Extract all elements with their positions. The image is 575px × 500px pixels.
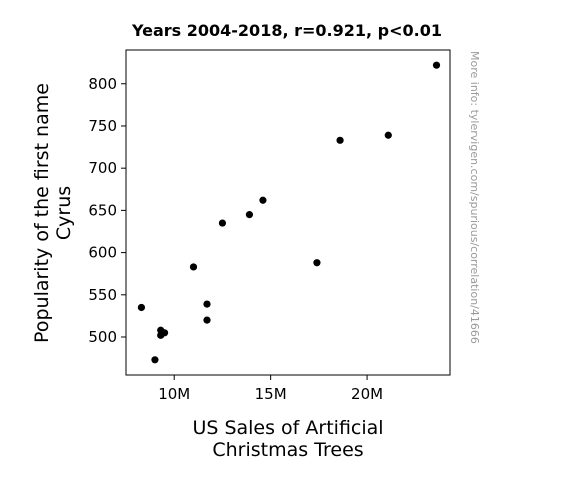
watermark: More info: tylervigen.com/spurious/corre… (468, 51, 481, 344)
x-axis-label-line-2: Christmas Trees (212, 439, 363, 461)
data-point (189, 263, 198, 271)
data-point (203, 316, 211, 324)
data-point (160, 329, 169, 337)
data-point (151, 356, 159, 364)
x-tick-label: 10M (158, 385, 190, 403)
data-point (336, 136, 344, 144)
chart-title: Years 2004-2018, r=0.921, p<0.01 (131, 21, 442, 40)
data-point (137, 303, 146, 312)
x-tick-label: 15M (255, 385, 287, 403)
data-point (245, 211, 254, 219)
data-point (313, 259, 321, 267)
data-point (259, 196, 267, 204)
y-tick-label: 600 (88, 244, 117, 262)
y-tick-label: 650 (88, 201, 117, 219)
data-point (203, 300, 211, 308)
x-axis-label-line-1: US Sales of Artificial (192, 417, 383, 439)
plot-frame (125, 49, 451, 376)
y-axis-label-line-2: Cyrus (53, 186, 75, 240)
y-tick-label: 750 (88, 117, 117, 135)
x-tick-label: 20M (351, 385, 383, 403)
x-axis-ticks: 10M 15M 20M (158, 375, 383, 403)
y-axis-label-line-1: Popularity of the first name (31, 83, 53, 343)
y-tick-label: 500 (88, 328, 117, 346)
data-points (137, 61, 441, 364)
data-point (432, 61, 441, 69)
y-tick-label: 550 (88, 286, 117, 304)
y-tick-label: 800 (88, 75, 117, 93)
y-tick-label: 700 (88, 159, 117, 177)
data-point (384, 131, 392, 139)
data-point (218, 219, 227, 227)
y-axis-ticks: 500 550 600 650 700 750 800 (88, 75, 126, 346)
